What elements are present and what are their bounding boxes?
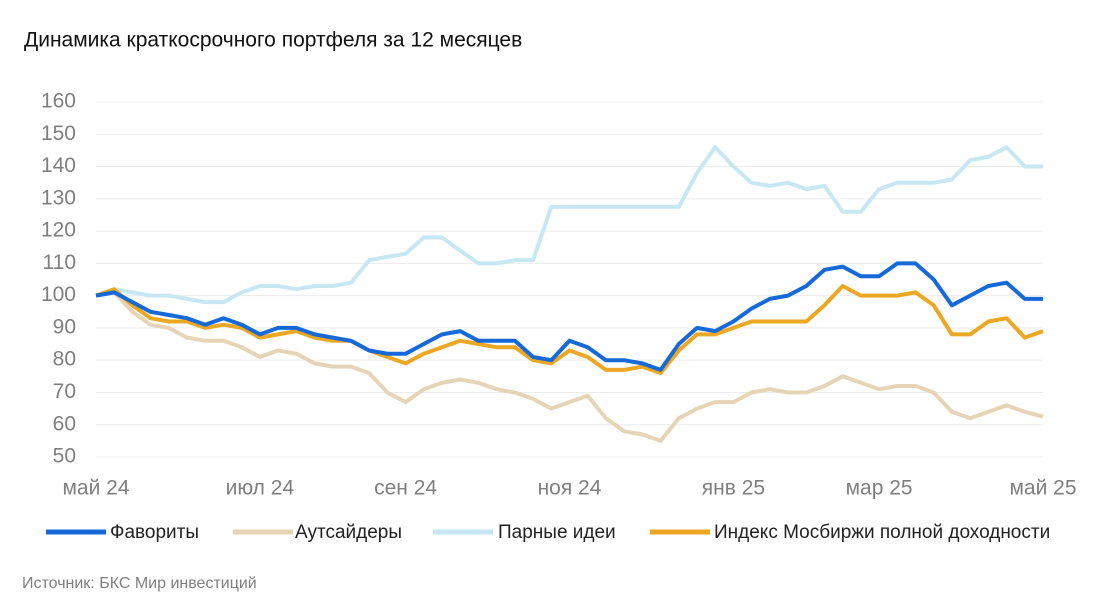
series-line <box>95 290 1044 443</box>
source: Источник: БКС Мир инвестиций <box>22 575 257 592</box>
legend-label: Индекс Мосбиржи полной доходности <box>714 522 1050 543</box>
y-tick-label: 50 <box>53 445 76 468</box>
y-tick-label: 110 <box>43 251 76 274</box>
y-tick-label: 90 <box>53 315 76 338</box>
x-tick-label: ноя 24 <box>538 477 602 500</box>
y-tick-label: 70 <box>53 380 76 403</box>
legend-label: Фавориты <box>110 522 199 543</box>
x-tick-label: май 24 <box>62 477 129 500</box>
series-line <box>95 261 1043 372</box>
series-line <box>95 284 1044 376</box>
x-tick-label: янв 25 <box>702 477 765 500</box>
y-tick-label: 120 <box>41 219 76 242</box>
y-tick-label: 150 <box>41 122 76 145</box>
x-tick-label: июл 24 <box>226 477 295 500</box>
x-tick-label: май 25 <box>1009 477 1076 500</box>
legend-label: Аутсайдеры <box>295 522 402 543</box>
y-tick-label: 100 <box>41 283 76 306</box>
y-tick-label: 80 <box>53 348 76 371</box>
series-line <box>95 145 1043 305</box>
y-tick-label: 140 <box>41 154 76 177</box>
y-tick-label: 130 <box>41 186 76 209</box>
chart-title: Динамика краткосрочного портфеля за 12 м… <box>24 29 522 52</box>
y-tick-label: 160 <box>41 90 76 113</box>
y-tick-label: 60 <box>53 412 76 435</box>
x-tick-label: мар 25 <box>846 477 913 500</box>
x-tick-label: сен 24 <box>374 477 437 500</box>
legend-label: Парные идеи <box>498 522 616 543</box>
